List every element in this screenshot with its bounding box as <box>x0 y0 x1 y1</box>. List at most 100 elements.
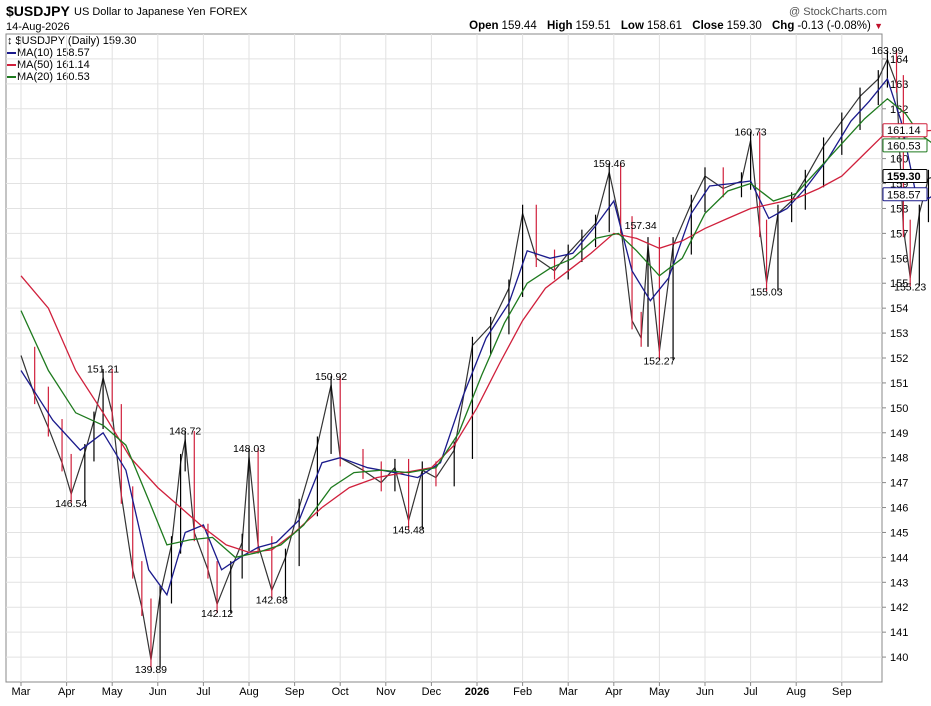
right-axis-tag-box <box>882 187 928 202</box>
price-annotation: 152.27 <box>643 355 675 367</box>
x-tick-label: Oct <box>332 686 349 698</box>
ohlc-readout: Open 159.44 High 159.51 Low 158.61 Close 159… <box>469 20 883 32</box>
price-annotation: 139.89 <box>135 664 167 676</box>
x-tick-label: Mar <box>12 686 31 698</box>
price-annotation: 150.92 <box>315 371 347 383</box>
right-axis-tag: 159.30 <box>882 169 928 184</box>
y-tick-label: 157 <box>890 228 908 240</box>
price-annotation: 145.48 <box>393 524 425 536</box>
legend-price-label: ↕ $USDJPY (Daily) 159.30 <box>7 35 137 47</box>
price-annotation: 142.12 <box>201 608 233 620</box>
y-tick-label: 164 <box>890 54 908 66</box>
y-tick-label: 160 <box>890 154 908 166</box>
right-axis-tag: 160.53 <box>882 138 928 153</box>
price-annotation: 155.03 <box>750 286 782 298</box>
high-label: High <box>546 20 573 32</box>
right-axis-tag-label: 160.53 <box>887 140 921 152</box>
x-tick-label: Jun <box>696 686 714 698</box>
close-label: Close <box>692 20 724 32</box>
x-tick-label: Mar <box>559 686 578 698</box>
x-tick-label: Aug <box>239 686 259 698</box>
y-tick-label: 148 <box>890 453 908 465</box>
price-series-line <box>20 58 931 661</box>
right-axis-tag-label: 158.57 <box>887 189 921 201</box>
legend-ma10-label: MA(10) 158.57 <box>17 47 90 59</box>
low-value: 158.61 <box>646 20 683 32</box>
price-annotation: 146.54 <box>55 498 87 510</box>
legend-ma20: MA(20) 160.53 <box>7 71 136 83</box>
legend-swatch-icon <box>7 52 16 55</box>
y-tick-label: 153 <box>890 328 908 340</box>
price-annotation: 163.99 <box>871 45 903 57</box>
open-value: 159.44 <box>501 20 537 32</box>
x-tick-label: Nov <box>376 686 396 698</box>
y-tick-label: 140 <box>890 652 908 664</box>
chart-date: 14-Aug-2026 <box>6 21 70 33</box>
chg-value: -0.13 (-0.08%) <box>797 20 871 32</box>
y-tick-label: 155 <box>890 278 908 290</box>
symbol-description: US Dollar to Japanese Yen FOREX <box>74 6 247 18</box>
x-tick-label: Apr <box>605 686 622 698</box>
x-tick-label: May <box>102 686 123 698</box>
right-axis-tag-label: 161.14 <box>887 125 921 137</box>
legend-ma10: MA(10) 158.57 <box>7 47 136 59</box>
x-tick-label: May <box>649 686 670 698</box>
y-tick-label: 163 <box>890 79 908 91</box>
y-tick-label: 141 <box>890 627 908 639</box>
down-triangle-icon: ▼ <box>874 21 883 31</box>
right-axis-tag-box <box>882 138 928 153</box>
x-tick-label: Jul <box>196 686 210 698</box>
close-value: 159.30 <box>726 20 762 32</box>
y-tick-label: 146 <box>890 503 908 515</box>
legend-swatch-icon <box>7 76 16 79</box>
right-axis-tag-box <box>882 123 928 138</box>
description-text: US Dollar to Japanese Yen <box>74 6 206 18</box>
price-annotation: 159.46 <box>593 158 625 170</box>
y-tick-label: 143 <box>890 577 908 589</box>
x-tick-label: 2026 <box>465 686 489 698</box>
price-annotation: 155.23 <box>894 281 926 293</box>
y-tick-label: 147 <box>890 478 908 490</box>
low-label: Low <box>620 20 644 32</box>
right-axis-tag-label: 159.30 <box>887 171 921 183</box>
legend-ma20-label: MA(20) 160.53 <box>17 71 90 83</box>
y-tick-label: 145 <box>890 527 908 539</box>
right-axis-tag: 161.14 <box>882 123 928 138</box>
price-annotation: 157.34 <box>625 220 657 232</box>
y-tick-label: 156 <box>890 253 908 265</box>
x-tick-label: Sep <box>285 686 305 698</box>
stockcharts-brand[interactable]: @ StockCharts.com <box>789 6 887 18</box>
open-label: Open <box>469 20 499 32</box>
ma-line-ma10 <box>20 77 931 597</box>
ma-line-ma50 <box>20 128 931 554</box>
x-tick-label: Sep <box>832 686 852 698</box>
chg-label: Chg <box>772 20 795 32</box>
x-tick-label: Dec <box>422 686 442 698</box>
x-tick-label: Jun <box>149 686 167 698</box>
y-tick-label: 154 <box>890 303 908 315</box>
price-annotation: 142.68 <box>256 594 288 606</box>
right-axis-tag-box <box>882 169 928 184</box>
chart-legend: ↕ $USDJPY (Daily) 159.30 MA(10) 158.57 M… <box>7 35 136 83</box>
symbol-title: $USDJPY <box>6 3 70 19</box>
y-tick-label: 142 <box>890 602 908 614</box>
y-tick-label: 151 <box>890 378 908 390</box>
legend-price: ↕ $USDJPY (Daily) 159.30 <box>7 35 136 47</box>
legend-swatch-icon <box>7 64 16 67</box>
x-tick-label: Aug <box>786 686 806 698</box>
legend-ma50-label: MA(50) 161.14 <box>17 59 90 71</box>
x-tick-label: Feb <box>513 686 532 698</box>
y-tick-label: 150 <box>890 403 908 415</box>
x-tick-label: Apr <box>58 686 75 698</box>
ma-line-ma20 <box>20 97 931 559</box>
price-annotation: 151.21 <box>87 364 119 376</box>
price-annotation: 148.03 <box>233 443 265 455</box>
price-annotation: 160.73 <box>735 126 767 138</box>
y-tick-label: 144 <box>890 552 908 564</box>
legend-ma50: MA(50) 161.14 <box>7 59 136 71</box>
y-tick-label: 152 <box>890 353 908 365</box>
right-axis-tag: 158.57 <box>882 187 928 202</box>
high-value: 159.51 <box>575 20 611 32</box>
y-tick-label: 158 <box>890 203 908 215</box>
